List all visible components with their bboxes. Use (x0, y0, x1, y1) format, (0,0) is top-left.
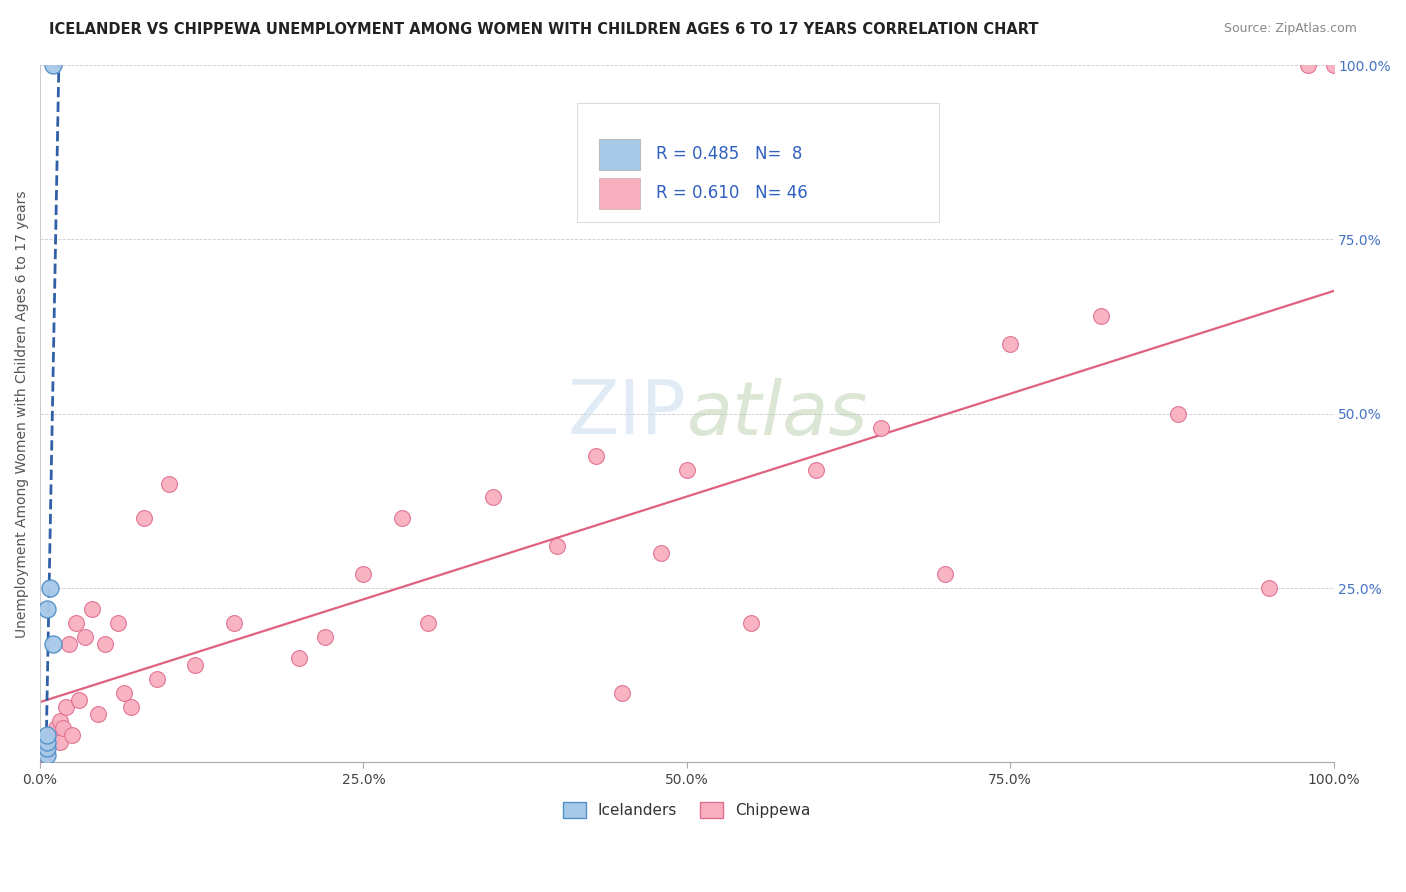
Point (610, 686, 633, 700)
Point (1257, 581, 1279, 595)
Point (159, 476, 181, 491)
Text: ICELANDER VS CHIPPEWA UNEMPLOYMENT AMONG WOMEN WITH CHILDREN AGES 6 TO 17 YEARS : ICELANDER VS CHIPPEWA UNEMPLOYMENT AMONG… (49, 22, 1039, 37)
Text: R = 0.485   N=  8: R = 0.485 N= 8 (655, 145, 803, 163)
Point (132, 511, 155, 525)
Text: R = 0.610   N= 46: R = 0.610 N= 46 (655, 185, 807, 202)
Point (39, 734, 62, 748)
Point (48, 714, 70, 728)
Point (869, 421, 891, 435)
Point (35, 741, 58, 756)
Point (65, 615, 87, 630)
Point (94, 637, 117, 651)
FancyBboxPatch shape (576, 103, 939, 222)
Bar (599, 178, 640, 209)
Point (1167, 407, 1189, 421)
Point (675, 462, 697, 476)
Text: Source: ZipAtlas.com: Source: ZipAtlas.com (1223, 22, 1357, 36)
Point (58, 637, 80, 651)
Point (353, 567, 375, 582)
Point (42, 727, 65, 741)
Point (35, 602, 58, 616)
Point (224, 615, 246, 630)
Point (39, 581, 62, 595)
Point (55, 699, 77, 714)
Point (314, 630, 336, 644)
Point (1296, 58, 1319, 72)
Point (804, 462, 827, 476)
Point (52, 721, 75, 735)
Point (184, 657, 207, 672)
Point (80, 602, 103, 616)
Point (546, 539, 568, 553)
Y-axis label: Unemployment Among Women with Children Ages 6 to 17 years: Unemployment Among Women with Children A… (15, 190, 30, 638)
Point (42, 637, 65, 651)
Point (120, 699, 142, 714)
Point (67, 692, 90, 706)
Point (35, 748, 58, 763)
Point (418, 615, 440, 630)
Point (75, 630, 97, 644)
Point (35, 741, 58, 756)
Point (998, 337, 1021, 351)
Bar (599, 139, 640, 169)
Legend: Icelanders, Chippewa: Icelanders, Chippewa (557, 797, 817, 824)
Point (35, 734, 58, 748)
Point (35, 727, 58, 741)
Point (585, 449, 607, 463)
Point (42, 58, 65, 72)
Point (481, 491, 503, 505)
Point (62, 727, 84, 741)
Point (934, 567, 956, 582)
Text: ZIP: ZIP (568, 377, 686, 450)
Point (45, 721, 67, 735)
Point (48, 734, 70, 748)
Point (740, 615, 762, 630)
Point (650, 546, 672, 560)
Point (288, 650, 311, 665)
Point (1322, 58, 1344, 72)
Point (107, 615, 129, 630)
Point (112, 686, 135, 700)
Point (1090, 309, 1112, 323)
Point (391, 511, 413, 525)
Point (32, 748, 55, 763)
Text: atlas: atlas (686, 378, 868, 450)
Point (87, 706, 110, 721)
Point (145, 672, 167, 686)
